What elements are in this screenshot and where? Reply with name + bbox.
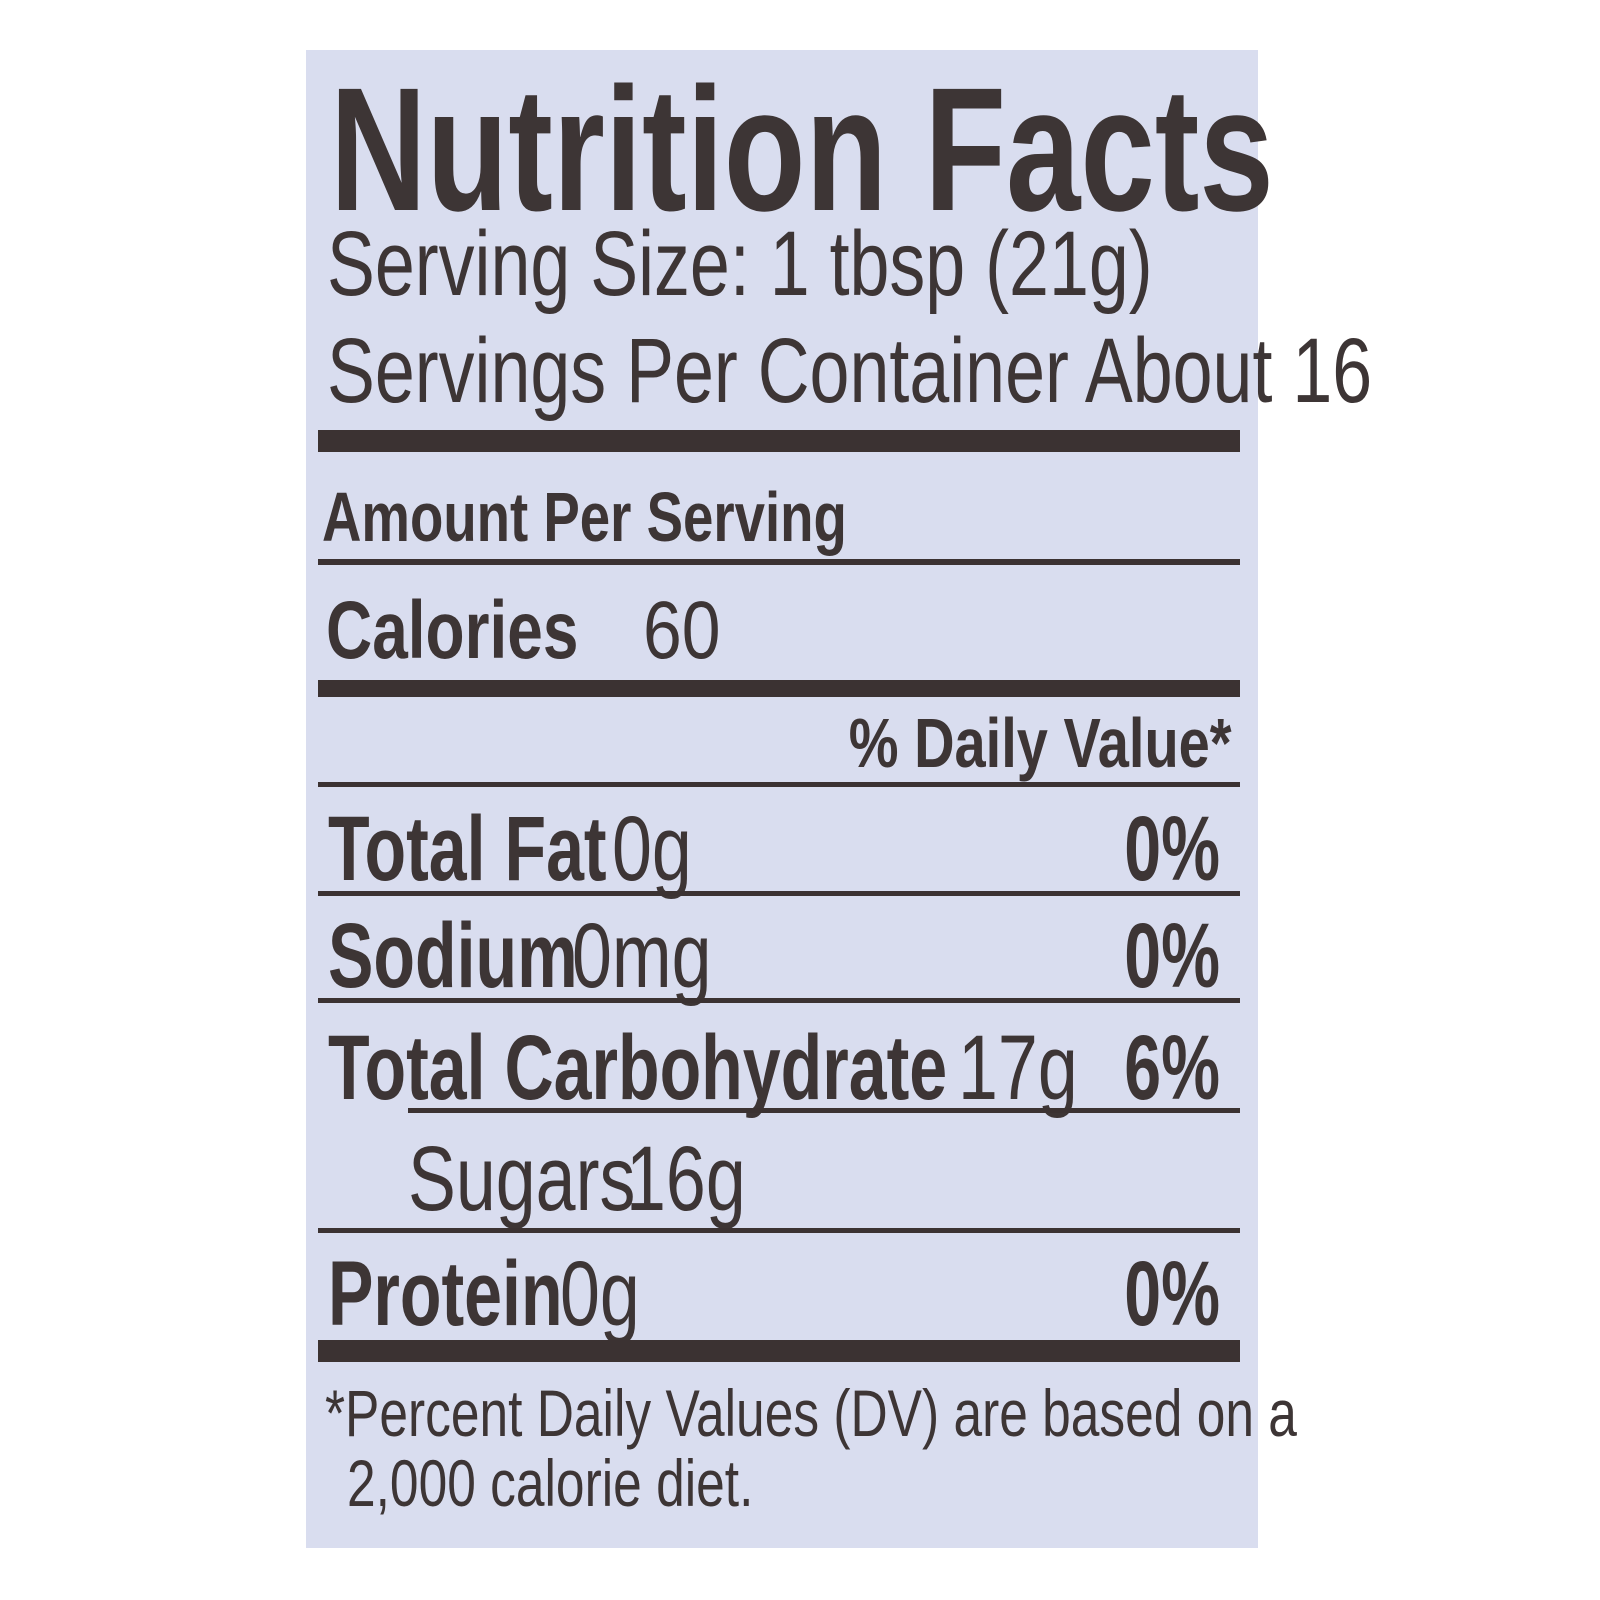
label-title: Nutrition Facts [330, 52, 1274, 248]
divider [318, 559, 1240, 565]
total-fat-label: Total Fat [328, 798, 607, 900]
divider [318, 782, 1240, 787]
total-carbohydrate-amount: 17g [958, 1017, 1078, 1119]
protein-dv: 0% [1124, 1243, 1220, 1345]
divider [318, 891, 1240, 896]
amount-per-serving: Amount Per Serving [322, 478, 847, 556]
serving-size: Serving Size: 1 tbsp (21g) [327, 213, 1153, 315]
sodium-amount: 0mg [572, 905, 712, 1007]
sodium-label: Sodium [328, 905, 578, 1007]
medium-divider [318, 680, 1240, 697]
nutrition-label [306, 50, 1258, 1548]
footnote-line-1: *Percent Daily Values (DV) are based on … [325, 1376, 1297, 1450]
thick-divider [318, 1340, 1240, 1362]
calories-label: Calories [326, 585, 579, 676]
total-carbohydrate-dv: 6% [1124, 1017, 1220, 1119]
footnote-line-2: 2,000 calorie diet. [347, 1446, 754, 1520]
protein-label: Protein [328, 1243, 563, 1345]
sugars-label: Sugars [408, 1128, 636, 1230]
total-carbohydrate-label: Total Carbohydrate [328, 1017, 948, 1119]
indented-divider [408, 1108, 1240, 1113]
sugars-amount: 16g [626, 1128, 746, 1230]
daily-value-header: % Daily Value* [849, 704, 1232, 782]
divider [318, 998, 1240, 1003]
sodium-dv: 0% [1124, 905, 1220, 1007]
total-fat-amount: 0g [612, 798, 692, 900]
protein-amount: 0g [560, 1243, 640, 1345]
divider [318, 1228, 1240, 1233]
servings-per-container: Servings Per Container About 16 [327, 320, 1373, 422]
total-fat-dv: 0% [1124, 798, 1220, 900]
thick-divider [318, 430, 1240, 452]
calories-value: 60 [643, 585, 721, 676]
